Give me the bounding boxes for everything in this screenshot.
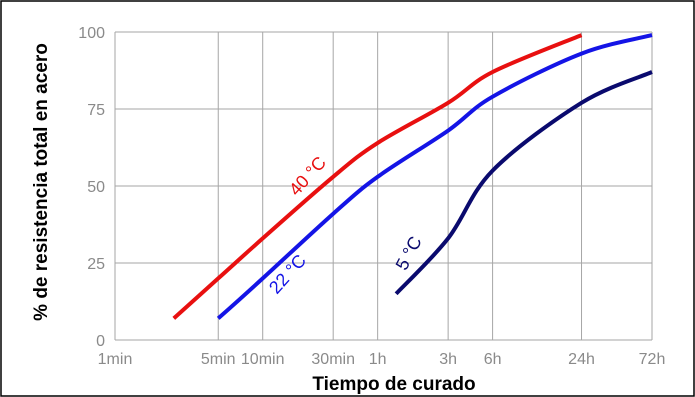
series-lines bbox=[172, 33, 653, 320]
y-tick-label: 75 bbox=[87, 102, 105, 119]
tick-labels: 0 25 50 75 100 1min 5min 10min 30min 1h 3h 6h 24h 72h bbox=[78, 25, 665, 368]
y-tick-label: 0 bbox=[96, 333, 105, 350]
series-line bbox=[216, 33, 653, 320]
x-tick-label: 72h bbox=[639, 351, 666, 368]
y-tick-label: 25 bbox=[87, 256, 105, 273]
x-tick-label: 3h bbox=[439, 351, 457, 368]
x-tick-label: 1h bbox=[369, 351, 387, 368]
x-tick-label: 30min bbox=[311, 351, 355, 368]
x-tick-label: 24h bbox=[568, 351, 595, 368]
series-labels: 40 °C22 °C 5 °C bbox=[265, 152, 426, 297]
x-axis-title: Tiempo de curado bbox=[312, 374, 475, 395]
series-line bbox=[394, 70, 653, 296]
x-tick-label: 6h bbox=[484, 351, 502, 368]
y-tick-label: 100 bbox=[78, 25, 105, 42]
x-tick-label: 10min bbox=[241, 351, 285, 368]
y-tick-label: 50 bbox=[87, 179, 105, 196]
x-tick-label: 1min bbox=[98, 351, 133, 368]
grid bbox=[114, 31, 653, 341]
series-line bbox=[172, 33, 583, 320]
series-label: 40 °C bbox=[285, 152, 330, 199]
x-tick-label: 5min bbox=[201, 351, 236, 368]
y-axis-title: % de resistencia total en acero bbox=[31, 43, 52, 321]
